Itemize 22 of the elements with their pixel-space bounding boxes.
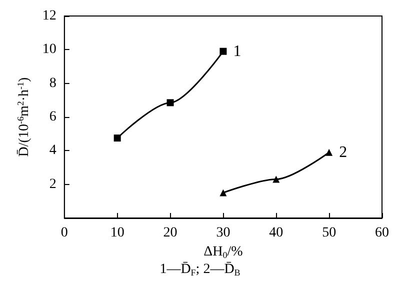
- x-tick-label: 60: [375, 226, 389, 240]
- point: [220, 189, 227, 196]
- x-tick-label: 30: [216, 226, 230, 240]
- y-tick-label: 4: [49, 143, 56, 158]
- point: [272, 176, 280, 183]
- series-label: 2: [339, 144, 348, 161]
- y-tick-label: 8: [49, 76, 56, 91]
- x-tick-label: 40: [269, 226, 284, 240]
- series-label: 1: [233, 42, 242, 60]
- y-tick-label: 10: [42, 42, 56, 58]
- y-axis-title: D̄/(10-6m2·h-1): [16, 76, 32, 157]
- y-tick-label: 6: [49, 110, 56, 124]
- x-tick-label: 10: [110, 226, 124, 240]
- point: [166, 99, 174, 106]
- y-tick-label: 12: [42, 8, 56, 24]
- x-tick-label: 20: [163, 226, 178, 240]
- point: [220, 48, 227, 55]
- point: [114, 134, 121, 142]
- y-tick-label: 2: [49, 176, 56, 192]
- point: [326, 148, 333, 156]
- x-tick-label: 0: [60, 226, 68, 240]
- x-tick-label: 50: [322, 226, 336, 240]
